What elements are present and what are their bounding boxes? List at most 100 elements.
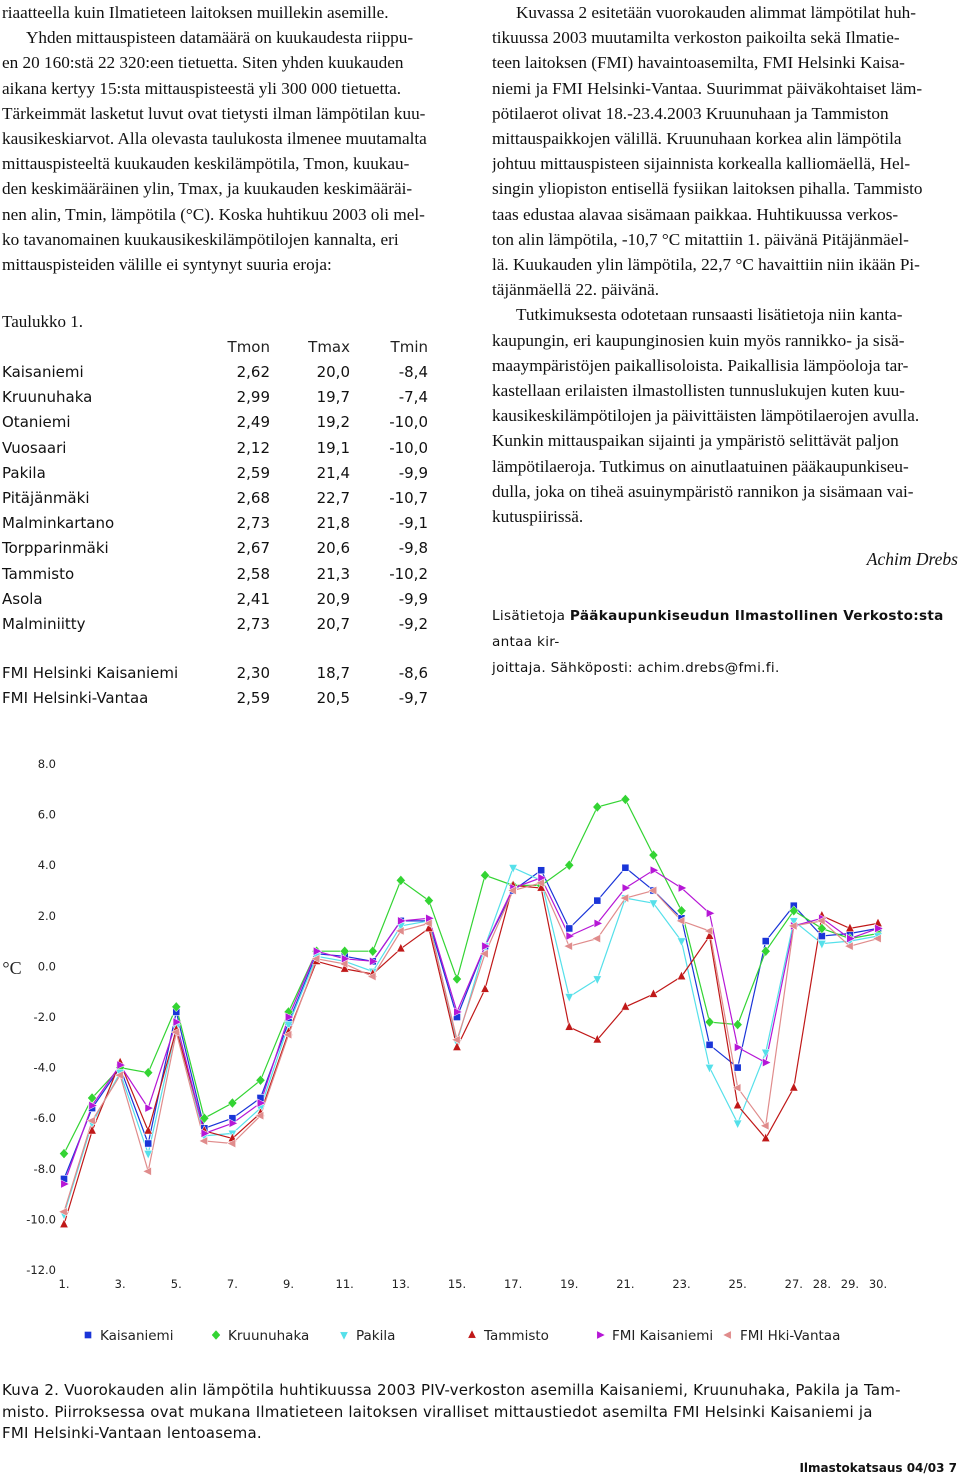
table-cell: -9,9 (398, 463, 428, 482)
legend-label: Tammisto (483, 1328, 549, 1344)
text-line: johtuu mittauspisteen sijainnista korkea… (492, 154, 911, 174)
text-line: lämpötilaeroja. Tutkimus on ainutlaatuin… (492, 456, 909, 476)
series-line-2 (63, 866, 879, 1215)
x-tick-label: 27. (785, 1277, 803, 1291)
table-cell: 2,41 (236, 589, 270, 608)
text-line: en 20 160:stä 22 320:een tietuetta. Site… (2, 53, 404, 73)
data-point (564, 859, 575, 871)
x-tick-label: 17. (504, 1277, 522, 1291)
data-point (705, 1040, 714, 1049)
data-point (817, 923, 827, 934)
data-point (872, 933, 882, 944)
text-line: kausikeskilämpötilojen ja päivittäisten … (492, 406, 920, 426)
data-point (481, 941, 491, 951)
table-cell: Vuosaari (2, 438, 67, 457)
data-point (58, 1207, 68, 1217)
table-cell: 20,9 (316, 589, 350, 608)
data-point (88, 1100, 98, 1111)
data-point (676, 970, 687, 980)
data-point (227, 1097, 238, 1109)
series-line-4 (63, 869, 879, 1185)
x-tick-label: 28. (813, 1277, 831, 1291)
table-cell: Pakila (2, 463, 46, 482)
data-point (760, 945, 771, 957)
data-point (144, 1103, 154, 1113)
data-point (647, 885, 657, 896)
data-point (59, 1148, 69, 1159)
text-line: riaatteella kuin Ilmatieteen laitoksen m… (2, 3, 389, 22)
data-point (313, 946, 323, 956)
table-row: Tammisto 2,58 21,3 -10,2 (2, 565, 432, 590)
data-point (452, 1041, 462, 1051)
table-cell: 20,0 (316, 363, 350, 381)
data-point (480, 983, 490, 993)
data-point (761, 937, 770, 945)
table-cell: 21,3 (316, 564, 350, 583)
legend-marker (84, 1331, 92, 1339)
legend-label: Pakila (356, 1328, 395, 1344)
data-point (733, 1119, 743, 1130)
caption-line: misto. Piirroksessa ovat mukana Ilmatiet… (2, 1402, 873, 1421)
y-tick-label: 2.0 (38, 909, 56, 923)
data-point (563, 941, 573, 951)
data-point (591, 933, 601, 944)
text-line: Tärkeimmät lasketut luvut ovat tietysti … (2, 103, 426, 123)
caption-line: FMI Helsinki-Vantaan lentoasema. (2, 1424, 262, 1442)
text-line: mittauspaikkojen välillä. Kruunuhaan kor… (492, 129, 902, 149)
series-line-1 (63, 798, 879, 1154)
text-line: täjänmäellä 22. päivänä. (492, 280, 660, 300)
table-row: Torpparinmäki 2,67 20,6 -9,8 (2, 539, 432, 564)
table-cell: 2,68 (236, 489, 270, 507)
legend-marker (339, 1331, 349, 1341)
text-line: nen alin, Tmin, lämpötila (°C). Koska hu… (2, 204, 425, 224)
y-tick-label: -8.0 (34, 1162, 56, 1176)
table-cell: 19,7 (316, 388, 350, 407)
data-point (283, 1021, 294, 1031)
data-point (144, 1139, 153, 1148)
data-point (761, 1048, 771, 1059)
table-cell: 2,59 (236, 689, 270, 708)
table-cell: Asola (2, 589, 43, 608)
text-line: maaympäristöjen paikallisoloista. Paikal… (492, 355, 909, 375)
table-cell: -10,0 (389, 413, 428, 432)
x-tick-label: 7. (227, 1277, 238, 1291)
data-point (480, 869, 490, 881)
table-cell: 2,62 (236, 363, 270, 381)
data-point (816, 916, 826, 926)
data-point (282, 1030, 293, 1040)
table-cell: 20,5 (316, 689, 350, 708)
table-row: Malminkartano 2,73 21,8 -9,1 (2, 514, 432, 539)
legend-marker (596, 1330, 606, 1340)
table-cell: 20,6 (316, 539, 350, 558)
table-cell: Torpparinmäki (2, 539, 109, 558)
author-signature: Achim Drebs (866, 549, 958, 569)
text-line: kaupungin, eri kaupunginosien kuin myös … (492, 330, 905, 350)
info-note: Lisätietoja Pääkaupunkiseudun Ilmastolli… (492, 603, 958, 681)
table-cell: 2,49 (236, 413, 270, 432)
data-point (733, 1099, 743, 1109)
x-tick-label: 19. (560, 1277, 578, 1291)
data-point (285, 1012, 295, 1022)
data-point (845, 922, 855, 932)
table-cell: Malminkartano (2, 514, 115, 533)
table-cell: Tmon (227, 338, 270, 356)
legend-label: Kruunuhaka (228, 1328, 309, 1344)
table-cell: -10,7 (389, 489, 428, 507)
legend-label: Kaisaniemi (100, 1328, 173, 1344)
table-row: Asola 2,41 20,9 -9,9 (2, 590, 432, 615)
info-contact: joittaja. Sähköposti: achim.drebs@fmi.fi… (492, 660, 780, 676)
data-point (228, 1118, 239, 1128)
series-line-5 (63, 882, 879, 1212)
legend-marker (467, 1329, 477, 1339)
x-tick-label: 21. (616, 1277, 634, 1291)
data-point (395, 875, 406, 886)
data-point (452, 973, 462, 985)
data-point (789, 1082, 799, 1092)
data-point (536, 882, 546, 892)
text-line: ton alin lämpötila, -10,7 °C mitattiin 1… (492, 229, 909, 249)
text-line: lä. Kuukauden ylin lämpötila, 22,7 °C ha… (492, 255, 920, 275)
table-cell: -7,4 (398, 388, 428, 407)
data-point (114, 1070, 124, 1080)
table-cell: 18,7 (316, 664, 350, 682)
table-cell: -10,0 (389, 438, 428, 457)
